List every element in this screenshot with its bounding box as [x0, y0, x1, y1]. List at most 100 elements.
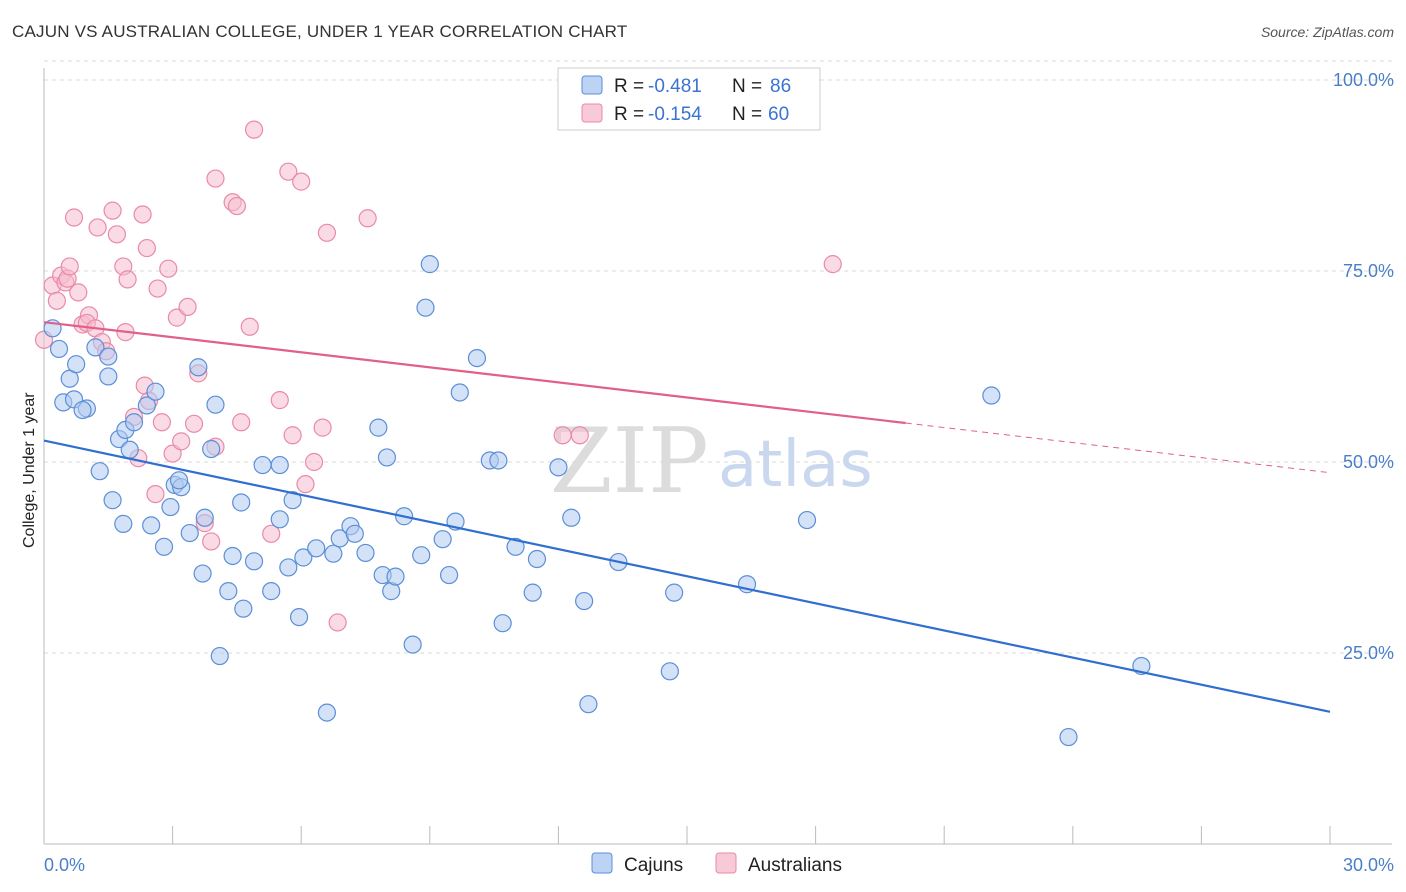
australians-trend-line-extension: [905, 422, 1331, 474]
cajuns-point: [99, 347, 118, 366]
legend-australians-n-label: N =: [732, 104, 762, 125]
cajuns-point: [137, 396, 156, 415]
cajuns-point: [283, 491, 302, 510]
cajuns-point: [146, 382, 165, 401]
cajuns-point: [189, 358, 208, 377]
australians-points: [34, 120, 842, 632]
series-legend-australians: Australians: [748, 855, 842, 876]
australians-point: [279, 162, 298, 181]
cajuns-point: [142, 516, 161, 535]
y-tick-labels: 25.0% 50.0% 75.0% 100.0%: [1333, 70, 1394, 663]
australians-point: [88, 218, 107, 237]
legend-cajuns-r-value: -0.481: [648, 76, 702, 97]
cajuns-point: [523, 583, 542, 602]
cajuns-point: [493, 614, 512, 633]
x-axis-ticks: [172, 826, 1331, 844]
legend-cajuns-n-value: 86: [770, 76, 791, 97]
cajuns-point: [99, 367, 118, 386]
cajuns-point: [244, 552, 264, 571]
australians-point: [283, 426, 302, 445]
australians-point: [570, 426, 589, 445]
cajuns-point: [579, 695, 598, 714]
cajuns-point: [433, 530, 452, 549]
cajuns-point: [562, 508, 581, 527]
cajuns-point: [294, 548, 313, 567]
trend-lines: [43, 321, 1331, 713]
cajuns-point: [377, 448, 397, 467]
australians-trend-line: [43, 321, 906, 425]
australians-point: [313, 418, 332, 437]
australians-point: [47, 291, 66, 310]
cajuns-point: [193, 564, 212, 583]
cajuns-point: [416, 298, 435, 317]
cajuns-point: [154, 537, 174, 556]
australians-point: [60, 257, 79, 276]
cajuns-point: [161, 497, 180, 517]
cajuns-trend-line: [43, 439, 1331, 713]
cajuns-point: [232, 493, 251, 512]
correlation-legend: R = -0.481 N = 86 R = -0.154 N = 60: [557, 67, 821, 131]
cajuns-point: [797, 510, 817, 530]
australians-point: [148, 279, 167, 298]
cajuns-point: [103, 491, 122, 510]
cajuns-point: [120, 440, 139, 459]
cajuns-point: [234, 599, 253, 618]
legend-cajuns-n-label: N =: [732, 76, 762, 97]
watermark-atlas: atlas: [718, 428, 873, 502]
cajuns-point: [289, 607, 309, 627]
cajuns-point: [665, 583, 684, 602]
y-tick-label-25: 25.0%: [1343, 643, 1394, 663]
cajuns-point: [412, 546, 431, 565]
australians-point: [118, 270, 137, 289]
y-tick-label-100: 100.0%: [1333, 70, 1394, 90]
cajuns-point: [527, 549, 547, 569]
cajuns-point: [124, 413, 144, 432]
series-legend-cajuns: Cajuns: [624, 855, 683, 876]
x-tick-label-min: 0.0%: [44, 855, 85, 875]
cajuns-point: [210, 646, 229, 666]
cajuns-point: [386, 567, 405, 586]
cajuns-point: [575, 591, 594, 611]
australians-point: [64, 208, 84, 227]
cajuns-point: [223, 546, 242, 566]
australians-point: [202, 532, 221, 551]
cajuns-point: [206, 395, 225, 414]
australians-point: [240, 317, 259, 336]
cajuns-point: [1059, 727, 1078, 747]
cajuns-point: [439, 565, 459, 585]
australians-point: [317, 223, 337, 242]
cajuns-point: [324, 544, 343, 563]
cajuns-point: [506, 537, 525, 556]
y-tick-label-75: 75.0%: [1343, 261, 1394, 281]
series-legend-swatch-cajuns: [591, 852, 613, 874]
legend-australians-r-value: -0.154: [648, 104, 702, 125]
australians-point: [167, 308, 186, 327]
cajuns-point: [180, 523, 199, 543]
cajuns-point: [219, 582, 238, 601]
cajuns-point: [403, 635, 422, 654]
australians-point: [103, 201, 122, 220]
cajuns-point: [317, 703, 337, 722]
series-legend-swatch-australians: [715, 852, 737, 874]
australians-point: [244, 120, 264, 139]
australians-point: [328, 613, 347, 632]
cajuns-point: [307, 539, 326, 558]
cajuns-point: [450, 383, 469, 402]
australians-point: [159, 259, 178, 278]
australians-point: [69, 283, 88, 302]
cajuns-point: [279, 558, 298, 577]
cajuns-point: [270, 455, 289, 475]
legend-swatch-cajuns: [581, 75, 603, 95]
cajuns-point: [345, 524, 364, 543]
chart-source: Source: ZipAtlas.com: [1260, 24, 1394, 40]
cajuns-point: [356, 543, 375, 563]
australians-point: [178, 297, 197, 317]
legend-swatch-australians: [581, 103, 603, 123]
australians-point: [172, 432, 191, 451]
chart-title: CAJUN VS AUSTRALIAN COLLEGE, UNDER 1 YEA…: [12, 22, 628, 41]
australians-point: [146, 484, 165, 504]
australians-point: [823, 255, 842, 274]
cajuns-point: [549, 458, 568, 477]
legend-australians-n-value: 60: [768, 104, 789, 125]
